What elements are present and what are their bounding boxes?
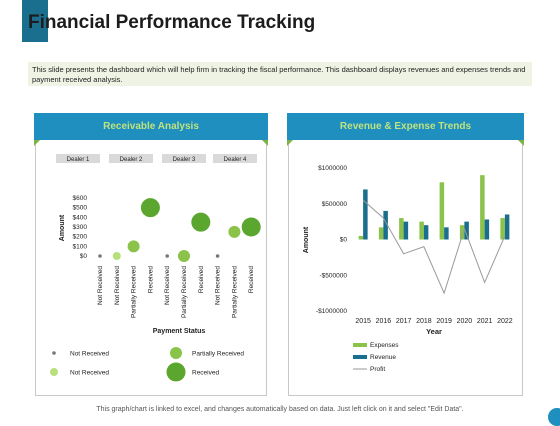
dealer-header-label: Dealer 3 — [173, 157, 196, 163]
x-tick-label: Partially Received — [181, 266, 188, 318]
expenses-bar — [399, 218, 404, 240]
scatter-point — [241, 217, 261, 237]
expenses-bar — [439, 182, 445, 240]
scatter-point — [165, 254, 169, 258]
y-tick-label: $0 — [80, 253, 88, 260]
profit-line — [362, 199, 506, 295]
legend-marker — [166, 362, 186, 382]
x-tick-label: 2021 — [477, 318, 493, 325]
dealer-header-label: Dealer 2 — [120, 157, 143, 163]
revenue-bar — [403, 221, 409, 240]
revenue-bar — [484, 219, 490, 240]
x-tick-label: 2015 — [355, 318, 371, 325]
legend-label: Profit — [370, 366, 385, 373]
revenue-bar — [383, 210, 388, 240]
x-tick-label: 2022 — [497, 318, 513, 325]
x-tick-label: Not Received — [215, 266, 222, 305]
y-tick-label: $500000 — [322, 201, 348, 208]
y-tick-label: $200 — [73, 234, 88, 241]
x-tick-label: Partially Received — [131, 266, 138, 318]
revenue-expense-chart: -$1000000 -$500000 $0 $500000 $1000000 Amount… — [303, 165, 513, 373]
x-tick-label: 2016 — [376, 318, 392, 325]
legend-label: Revenue — [370, 354, 396, 361]
receivable-analysis-header: Receivable Analysis — [34, 113, 268, 146]
revenue-bar — [444, 227, 449, 240]
scatter-point — [215, 254, 220, 258]
expenses-bar — [358, 235, 364, 240]
revenue-expense-header: Revenue & Expense Trends — [287, 113, 524, 146]
x-tick-label: 2018 — [416, 318, 432, 325]
legend-marker — [50, 368, 58, 376]
y-tick-label: $0 — [340, 237, 348, 244]
scatter-point — [178, 250, 190, 262]
title-accent-bar — [22, 0, 48, 42]
scatter-point — [127, 240, 140, 253]
footer-note: This graph/chart is linked to excel, and… — [96, 406, 464, 413]
x-tick-label: 2020 — [457, 318, 473, 325]
x-tick-label: Not Received — [114, 266, 121, 305]
x-tick-label: 2017 — [396, 318, 412, 325]
legend-label: Not Received — [70, 370, 109, 377]
revenue-bar — [423, 225, 429, 240]
x-tick-label: Received — [147, 266, 154, 293]
legend-label: Not Received — [70, 351, 109, 358]
y-tick-label: $600 — [73, 195, 88, 202]
y-tick-label: -$500000 — [320, 272, 348, 279]
legend-revenue-swatch — [353, 355, 367, 359]
expenses-bar — [378, 227, 384, 240]
dealer-header-box — [162, 154, 206, 163]
revenue-bar — [464, 221, 469, 240]
x-tick-label: Received — [248, 266, 255, 293]
x-tick-label: Not Received — [164, 266, 171, 305]
x-axis-label: Year — [426, 327, 442, 336]
description-box: This slide presents the dashboard which … — [28, 62, 532, 86]
y-axis-label: Amount — [303, 226, 310, 253]
corner-decoration — [548, 408, 560, 426]
revenue-bar — [504, 214, 510, 240]
revenue-bar — [363, 189, 368, 240]
dealer-header-box — [56, 154, 100, 163]
x-tick-label: 2019 — [436, 318, 452, 325]
scatter-point — [98, 254, 102, 258]
receivable-analysis-panel: Receivable Analysis Dealer 1 Dealer 2 Deal… — [34, 113, 268, 396]
dealer-header-label: Dealer 1 — [67, 157, 90, 163]
revenue-expense-panel: Revenue & Expense Trends -$1000000 -$5000… — [287, 113, 524, 396]
expenses-bar — [480, 175, 485, 240]
legend-marker — [170, 347, 182, 359]
expenses-bar — [500, 218, 505, 240]
scatter-point — [191, 212, 211, 232]
scatter-point — [140, 198, 160, 218]
x-tick-label: Partially Received — [231, 266, 238, 318]
expenses-bar — [419, 221, 424, 240]
x-axis-label: Payment Status — [153, 328, 206, 335]
page-title: Financial Performance Tracking — [28, 12, 316, 33]
y-tick-label: $300 — [73, 224, 88, 231]
scatter-point — [228, 225, 241, 238]
scatter-point — [112, 252, 121, 260]
y-tick-label: $400 — [73, 214, 88, 221]
legend-label: Expenses — [370, 342, 399, 349]
legend-label: Partially Received — [192, 351, 244, 358]
expenses-bar — [459, 225, 465, 240]
dealer-header-box — [213, 154, 257, 163]
y-tick-label: $100 — [73, 243, 88, 250]
receivable-analysis-chart: Dealer 1 Dealer 2 Dealer 3 Dealer 4 $0 $100 $2… — [50, 154, 261, 382]
y-tick-label: $1000000 — [318, 165, 347, 172]
dealer-header-label: Dealer 4 — [224, 157, 247, 163]
legend-expenses-swatch — [353, 343, 367, 347]
y-tick-label: -$1000000 — [316, 308, 347, 315]
y-tick-label: $500 — [73, 205, 88, 212]
x-tick-label: Received — [198, 266, 205, 293]
legend-label: Received — [192, 370, 219, 377]
x-tick-label: Not Received — [97, 266, 104, 305]
y-axis-label: Amount — [59, 214, 66, 241]
legend-marker — [52, 351, 56, 355]
dealer-header-box — [109, 154, 153, 163]
